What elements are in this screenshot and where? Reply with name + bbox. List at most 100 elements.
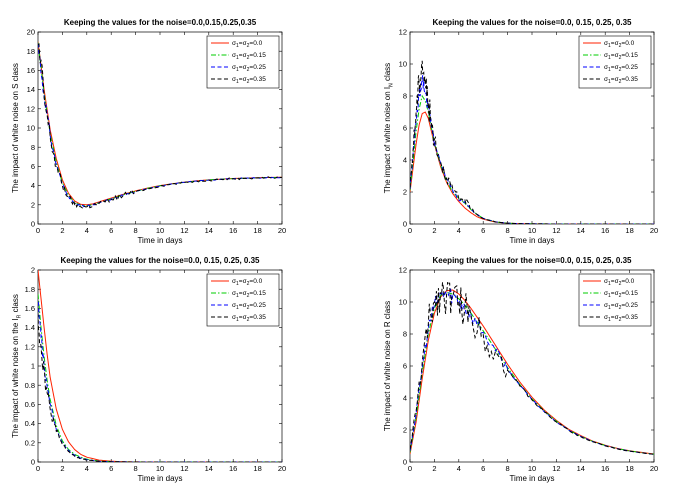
y-tick-label: 0	[31, 220, 35, 229]
series-line-4	[410, 60, 654, 224]
x-tick-label: 20	[278, 464, 286, 473]
y-tick-label: 2	[31, 200, 35, 209]
series-line-1	[410, 111, 654, 224]
legend-text-part: 1	[236, 55, 239, 61]
legend-text-part: σ	[604, 290, 608, 297]
x-tick-label: 20	[650, 464, 658, 473]
x-tick-label: 2	[60, 464, 64, 473]
series-line-3	[410, 75, 654, 224]
legend-text-part: =	[621, 52, 625, 59]
x-tick-label: 12	[552, 226, 560, 235]
legend-text-part: σ	[615, 52, 619, 59]
x-tick-label: 2	[432, 226, 436, 235]
legend-text-part: =	[249, 76, 253, 83]
legend-text-part: 0.25	[253, 64, 266, 71]
legend-text-part: 0.15	[625, 52, 638, 59]
x-axis-label: Time in days	[137, 474, 182, 483]
legend-text-part: 0.35	[253, 314, 266, 321]
legend-text-part: 0.35	[625, 314, 638, 321]
x-tick-label: 16	[229, 226, 237, 235]
legend-text-part: σ	[232, 302, 236, 309]
legend-text-part: σ	[232, 314, 236, 321]
legend-text-part: 1	[236, 293, 239, 299]
y-axis-label-main: The impact of white noise on the I	[11, 318, 20, 438]
legend-text-part: =	[239, 52, 243, 59]
x-tick-label: 10	[156, 226, 164, 235]
legend-text-part: =	[249, 52, 253, 59]
x-tick-label: 18	[625, 464, 633, 473]
legend-text-part: =	[249, 290, 253, 297]
legend-text-part: σ	[243, 314, 247, 321]
legend-text-part: =	[249, 302, 253, 309]
legend-text-part: 1	[608, 67, 611, 73]
x-tick-label: 4	[85, 464, 89, 473]
y-tick-label: 0	[31, 458, 35, 467]
legend-text-part: 2	[247, 79, 250, 85]
legend-text-part: 1	[608, 79, 611, 85]
series-line-4	[410, 282, 654, 455]
y-tick-label: 0.4	[25, 419, 35, 428]
y-tick-label: 2	[403, 188, 407, 197]
legend-text-part: 0.15	[253, 290, 266, 297]
legend-text-part: σ	[615, 64, 619, 71]
legend-text-part: 0.0	[253, 40, 262, 47]
y-tick-label: 2	[31, 266, 35, 275]
legend-text-part: =	[249, 278, 253, 285]
legend-text-part: 0.25	[253, 302, 266, 309]
legend-text-part: 0.35	[625, 76, 638, 83]
y-tick-label: 1.4	[25, 323, 35, 332]
x-axis-label: Time in days	[509, 474, 554, 483]
series-line-2	[410, 94, 654, 224]
x-tick-label: 10	[156, 464, 164, 473]
x-tick-label: 20	[650, 226, 658, 235]
chart-title: Keeping the values for the noise=0.0, 0.…	[433, 256, 633, 265]
legend-text-part: σ	[232, 278, 236, 285]
x-tick-label: 18	[253, 464, 261, 473]
legend-text-part: 2	[619, 43, 622, 49]
y-axis-label: The impact of white noise on S class	[11, 63, 20, 193]
y-axis-label-subscript: R	[17, 314, 23, 318]
x-tick-label: 20	[278, 226, 286, 235]
legend-text-part: =	[611, 76, 615, 83]
y-tick-label: 1.6	[25, 304, 35, 313]
y-tick-label: 8	[31, 143, 35, 152]
legend-text-part: 0.35	[253, 76, 266, 83]
y-axis-label-end: class	[11, 294, 20, 314]
legend-text-part: =	[249, 314, 253, 321]
y-tick-label: 8	[403, 92, 407, 101]
x-tick-label: 14	[577, 226, 585, 235]
legend-text-part: =	[611, 52, 615, 59]
legend-text-part: 1	[608, 281, 611, 287]
legend-text-part: σ	[615, 302, 619, 309]
x-tick-label: 16	[601, 226, 609, 235]
legend-text-part: =	[239, 64, 243, 71]
legend-text-part: 2	[247, 43, 250, 49]
legend-text-part: σ	[604, 40, 608, 47]
x-tick-label: 0	[408, 226, 412, 235]
x-tick-label: 6	[109, 226, 113, 235]
legend-text-part: 2	[619, 67, 622, 73]
legend-text-part: 2	[247, 67, 250, 73]
y-axis-label-end: class	[383, 63, 392, 83]
x-tick-label: 14	[205, 226, 213, 235]
x-tick-label: 16	[229, 464, 237, 473]
legend-text-part: σ	[232, 76, 236, 83]
legend-entry-1: σ1=σ2=0.0	[604, 40, 635, 49]
legend-text-part: 0.0	[625, 40, 634, 47]
x-tick-label: 12	[180, 226, 188, 235]
legend-text-part: σ	[243, 290, 247, 297]
legend-text-part: =	[621, 278, 625, 285]
y-axis-label-main: The impact of white noise on I	[383, 87, 392, 193]
y-tick-label: 18	[27, 47, 35, 56]
legend-text-part: 1	[236, 79, 239, 85]
legend-text-part: =	[621, 302, 625, 309]
legend-entry-4: σ1=σ2=0.35	[232, 314, 266, 323]
x-tick-label: 8	[506, 464, 510, 473]
legend-text-part: 2	[619, 55, 622, 61]
legend-text-part: σ	[615, 40, 619, 47]
x-tick-label: 10	[528, 464, 536, 473]
y-tick-label: 1.8	[25, 285, 35, 294]
